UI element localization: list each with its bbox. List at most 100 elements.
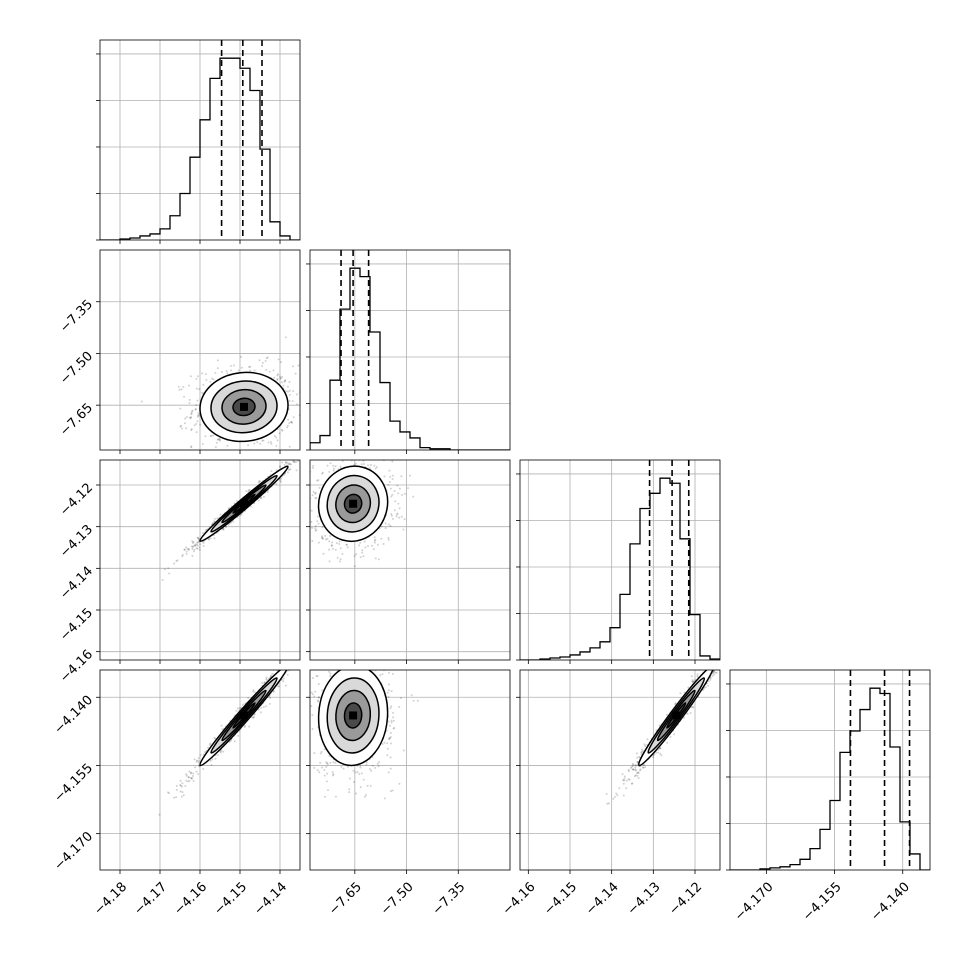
scatter-point bbox=[181, 791, 184, 794]
scatter-point bbox=[190, 413, 193, 416]
scatter-point bbox=[345, 543, 348, 546]
scatter-point bbox=[167, 567, 170, 570]
scatter-point bbox=[295, 662, 297, 664]
scatter-point bbox=[365, 763, 368, 766]
scatter-point bbox=[284, 379, 287, 382]
scatter-point bbox=[311, 466, 314, 469]
scatter-point bbox=[279, 377, 282, 380]
scatter-point bbox=[232, 364, 235, 367]
scatter-point bbox=[287, 662, 289, 664]
scatter-point bbox=[368, 640, 370, 642]
scatter-point bbox=[356, 771, 359, 774]
scatter-point bbox=[313, 695, 316, 698]
scatter-point bbox=[319, 752, 322, 755]
scatter-point bbox=[239, 355, 242, 358]
scatter-point bbox=[348, 791, 351, 794]
scatter-point bbox=[306, 514, 308, 516]
scatter-point bbox=[386, 691, 389, 694]
scatter-point bbox=[190, 777, 193, 780]
density-peak bbox=[349, 499, 358, 508]
scatter-point bbox=[359, 786, 362, 789]
scatter-point bbox=[248, 366, 251, 369]
scatter-point bbox=[343, 452, 345, 454]
scatter-point bbox=[287, 463, 290, 466]
scatter-point bbox=[292, 390, 295, 393]
scatter-point bbox=[337, 662, 339, 664]
scatter-point bbox=[387, 771, 390, 774]
scatter-point bbox=[331, 771, 334, 774]
scatter-point bbox=[393, 665, 395, 667]
scatter-point bbox=[275, 436, 278, 439]
scatter-point bbox=[640, 750, 643, 753]
scatter-point bbox=[257, 499, 260, 502]
scatter-point bbox=[219, 750, 222, 753]
scatter-point bbox=[189, 772, 192, 775]
scatter-point bbox=[344, 661, 346, 663]
scatter-point bbox=[276, 685, 279, 688]
scatter-point bbox=[291, 365, 294, 368]
scatter-point bbox=[334, 548, 337, 551]
scatter-point bbox=[326, 763, 329, 766]
scatter-point bbox=[220, 370, 223, 373]
scatter-point bbox=[389, 737, 392, 740]
scatter-point bbox=[194, 766, 197, 769]
scatter-point bbox=[368, 768, 371, 771]
scatter-point bbox=[261, 681, 264, 684]
scatter-point bbox=[398, 782, 401, 785]
scatter-point bbox=[176, 559, 179, 562]
scatter-point bbox=[203, 451, 205, 453]
scatter-point bbox=[294, 740, 296, 742]
scatter-point bbox=[390, 661, 392, 663]
scatter-point bbox=[375, 465, 378, 468]
scatter-point bbox=[282, 384, 285, 387]
scatter-point bbox=[360, 772, 363, 775]
scatter-point bbox=[213, 520, 216, 523]
scatter-point bbox=[208, 743, 211, 746]
histogram-panel-3 bbox=[726, 669, 931, 874]
scatter-point bbox=[196, 547, 199, 550]
scatter-point bbox=[199, 423, 202, 426]
scatter-point bbox=[268, 702, 271, 705]
scatter-point bbox=[286, 424, 289, 427]
scatter-point bbox=[673, 733, 676, 736]
scatter-point bbox=[212, 434, 215, 437]
scatter-point bbox=[212, 378, 215, 381]
scatter-point bbox=[307, 720, 309, 722]
scatter-point bbox=[195, 543, 198, 546]
scatter-point bbox=[190, 545, 193, 548]
panel-frame bbox=[309, 669, 511, 871]
scatter-point bbox=[213, 736, 216, 739]
scatter-point bbox=[166, 791, 169, 794]
scatter-point bbox=[210, 764, 213, 767]
scatter-point bbox=[403, 518, 406, 521]
scatter-point bbox=[288, 380, 291, 383]
scatter-point bbox=[279, 377, 282, 380]
scatter-point bbox=[304, 644, 306, 646]
scatter-point bbox=[311, 494, 314, 497]
scatter-point bbox=[372, 548, 375, 551]
scatter-point bbox=[276, 439, 279, 442]
scatter-point bbox=[297, 364, 300, 367]
scatter-point bbox=[249, 369, 252, 372]
scatter-point bbox=[721, 660, 723, 662]
scatter-point bbox=[179, 407, 182, 410]
scatter-point bbox=[266, 491, 269, 494]
scatter-point bbox=[380, 525, 383, 528]
scatter-point bbox=[193, 758, 196, 761]
scatter-point bbox=[392, 711, 395, 714]
scatter-point bbox=[278, 685, 281, 688]
scatter-point bbox=[283, 463, 286, 466]
scatter-point bbox=[294, 372, 297, 375]
scatter-point bbox=[217, 438, 220, 441]
scatter-point bbox=[228, 507, 231, 510]
scatter-point bbox=[690, 675, 693, 678]
scatter-point bbox=[229, 365, 232, 368]
scatter-point bbox=[373, 536, 376, 539]
scatter-point bbox=[187, 776, 190, 779]
scatter-point bbox=[285, 462, 288, 465]
scatter-point bbox=[204, 435, 207, 438]
scatter-point bbox=[325, 538, 328, 541]
scatter-point bbox=[362, 462, 365, 465]
scatter-point bbox=[354, 667, 356, 669]
scatter-point bbox=[324, 795, 327, 798]
